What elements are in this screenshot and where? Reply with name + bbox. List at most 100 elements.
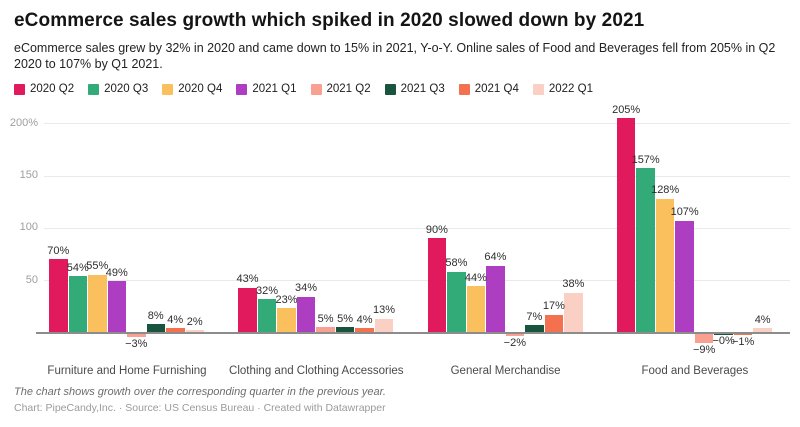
bar-value-label: 70% — [47, 244, 70, 257]
bar-2020-q2-cat3[interactable] — [616, 118, 636, 333]
bar-value-label: 128% — [651, 184, 680, 197]
legend-label: 2022 Q1 — [548, 83, 593, 95]
legend-item-2021-q3: 2021 Q3 — [384, 83, 445, 95]
bar-2020-q4-cat0[interactable] — [88, 274, 107, 333]
legend-item-2021-q1: 2021 Q1 — [236, 83, 297, 95]
footer-byline: Chart: PipeCandy,Inc. · Source: US Censu… — [14, 402, 386, 414]
bar-2021-q4-cat1[interactable] — [355, 328, 374, 333]
bar-value-label: 17% — [542, 300, 565, 313]
legend-label: 2020 Q2 — [30, 83, 75, 95]
bar-value-label: 7% — [526, 310, 543, 323]
bar-2022-q1-cat1[interactable] — [374, 318, 394, 333]
bar-2022-q1-cat3[interactable] — [753, 328, 772, 333]
legend: 2020 Q2 2020 Q3 2020 Q4 2021 Q1 2021 Q2 2021 … — [14, 83, 790, 95]
bar-2020-q4-cat2[interactable] — [466, 286, 486, 333]
bar-value-label: 2% — [186, 315, 203, 328]
legend-label: 2021 Q1 — [252, 83, 297, 95]
bar-2020-q2-cat1[interactable] — [238, 287, 257, 333]
bar-value-label: 8% — [147, 309, 164, 322]
bar-value-label: 107% — [670, 206, 699, 219]
bar-value-label: 38% — [562, 278, 585, 291]
bar-value-label: 4% — [754, 313, 771, 326]
bar-value-label: 49% — [105, 266, 128, 279]
bar-value-label: 5% — [337, 312, 353, 325]
bar-2021-q1-cat3[interactable] — [675, 220, 694, 333]
bar-2021-q2-cat0[interactable] — [127, 333, 146, 337]
bar-value-label: 55% — [86, 260, 109, 273]
y-axis-tick-label: 150 — [19, 169, 38, 182]
legend-label: 2021 Q3 — [400, 83, 445, 95]
legend-swatch-icon — [458, 83, 470, 95]
bar-value-label: 34% — [295, 282, 318, 295]
footer-note: The chart shows growth over the correspo… — [14, 386, 386, 398]
bar-value-label: −0% — [712, 335, 735, 348]
legend-swatch-icon — [310, 83, 322, 95]
gridline-200 — [44, 123, 790, 125]
bar-value-label: 205% — [612, 103, 641, 116]
bar-2020-q3-cat3[interactable] — [636, 168, 655, 333]
bar-value-label: 43% — [236, 273, 259, 286]
bar-value-label: 4% — [167, 313, 184, 326]
bar-2020-q3-cat1[interactable] — [257, 299, 277, 333]
bar-chart: 200% 150 100 50 70% 43% 90% 205% 54% 32% 58% 157% 55… — [10, 99, 790, 391]
legend-label: 2020 Q4 — [178, 83, 223, 95]
bar-value-label: 157% — [631, 153, 660, 166]
bar-2020-q4-cat1[interactable] — [277, 308, 296, 333]
chart-description: eCommerce sales grew by 32% in 2020 and … — [14, 41, 776, 71]
y-axis-tick-label: 200% — [9, 116, 38, 129]
legend-label: 2020 Q3 — [104, 83, 149, 95]
gridline-150 — [44, 175, 790, 177]
category-label: Clothing and Clothing Accessories — [229, 365, 404, 377]
bar-2021-q3-cat0[interactable] — [146, 324, 165, 333]
bar-2021-q2-cat1[interactable] — [316, 327, 335, 333]
bar-value-label: −2% — [503, 337, 527, 350]
plot-area: 200% 150 100 50 70% 43% 90% 205% 54% 32% 58% 157% 55… — [10, 99, 790, 391]
bar-2021-q3-cat2[interactable] — [525, 325, 544, 333]
legend-item-2022-q1: 2022 Q1 — [532, 83, 593, 95]
bar-2021-q2-cat3[interactable] — [694, 333, 714, 343]
legend-label: 2021 Q4 — [474, 83, 519, 95]
legend-swatch-icon — [384, 83, 396, 95]
y-axis-tick-label: 50 — [25, 273, 38, 286]
bar-2022-q1-cat0[interactable] — [185, 330, 204, 333]
bar-2021-q2-cat2[interactable] — [505, 333, 525, 336]
bar-value-label: −3% — [125, 338, 148, 351]
bar-value-label: −9% — [692, 344, 716, 357]
bar-2020-q3-cat2[interactable] — [447, 271, 466, 333]
bar-2020-q2-cat2[interactable] — [427, 238, 447, 333]
bar-value-label: 54% — [66, 261, 89, 274]
legend-swatch-icon — [236, 83, 248, 95]
legend-item-2020-q3: 2020 Q3 — [88, 83, 148, 95]
x-axis-baseline — [36, 331, 790, 334]
bar-2021-q1-cat0[interactable] — [107, 281, 126, 333]
gridline-50 — [44, 280, 790, 282]
bar-value-label: 4% — [356, 313, 373, 326]
bar-2020-q4-cat3[interactable] — [655, 198, 675, 333]
bar-2020-q2-cat0[interactable] — [49, 259, 68, 333]
bar-value-label: 64% — [484, 251, 507, 264]
bar-2021-q4-cat0[interactable] — [166, 328, 185, 333]
bar-2022-q1-cat2[interactable] — [564, 292, 583, 333]
category-label: Food and Beverages — [641, 365, 749, 377]
bar-value-label: 44% — [464, 271, 487, 284]
bar-2021-q4-cat3[interactable] — [733, 333, 753, 335]
bar-2021-q1-cat2[interactable] — [486, 265, 505, 333]
legend-swatch-icon — [14, 83, 25, 95]
bar-2021-q1-cat1[interactable] — [296, 296, 316, 333]
bar-2021-q3-cat1[interactable] — [335, 327, 355, 333]
gridline-100 — [44, 227, 790, 229]
category-label: General Merchandise — [450, 365, 561, 377]
y-axis-tick-label: 100 — [19, 221, 38, 234]
chart-footer: The chart shows growth over the correspo… — [14, 385, 784, 415]
legend-item-2020-q4: 2020 Q4 — [162, 83, 222, 95]
legend-label: 2021 Q2 — [326, 83, 371, 95]
legend-swatch-icon — [88, 83, 100, 95]
bar-2021-q4-cat2[interactable] — [544, 314, 564, 333]
bar-value-label: −1% — [731, 336, 755, 349]
page-title: eCommerce sales growth which spiked in 2… — [14, 10, 645, 31]
bar-value-label: 5% — [317, 312, 334, 325]
bar-2020-q3-cat0[interactable] — [68, 276, 87, 333]
bar-value-label: 90% — [425, 223, 448, 236]
bar-value-label: 23% — [275, 293, 298, 306]
